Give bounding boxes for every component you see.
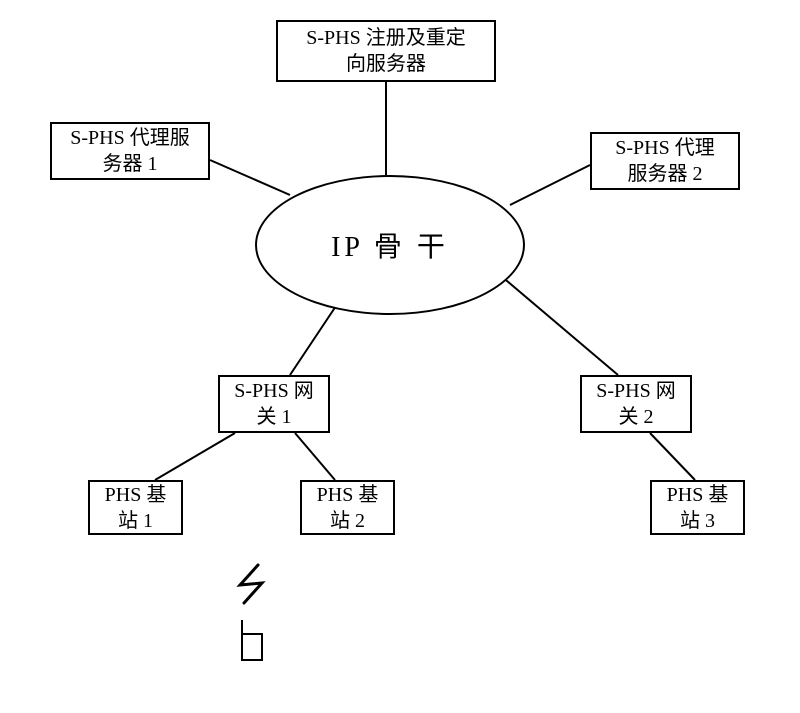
proxy-server-1-box: S-PHS 代理服 务器 1 bbox=[50, 122, 210, 180]
gateway2-line2: 关 2 bbox=[596, 404, 675, 430]
edges-layer bbox=[0, 0, 800, 713]
phone-icon bbox=[0, 0, 800, 713]
proxy2-line1: S-PHS 代理 bbox=[615, 135, 714, 161]
gateway2-line1: S-PHS 网 bbox=[596, 378, 675, 404]
bs2-line1: PHS 基 bbox=[317, 482, 379, 508]
reg-redirect-server-box: S-PHS 注册及重定 向服务器 bbox=[276, 20, 496, 82]
gateway1-line1: S-PHS 网 bbox=[234, 378, 313, 404]
ip-backbone-label: IP 骨 干 bbox=[331, 225, 449, 265]
bs3-line2: 站 3 bbox=[667, 508, 729, 534]
base-station-1-box: PHS 基 站 1 bbox=[88, 480, 183, 535]
base-station-2-box: PHS 基 站 2 bbox=[300, 480, 395, 535]
base-station-3-box: PHS 基 站 3 bbox=[650, 480, 745, 535]
bs1-line2: 站 1 bbox=[105, 508, 167, 534]
bs2-line2: 站 2 bbox=[317, 508, 379, 534]
proxy2-line2: 服务器 2 bbox=[615, 161, 714, 187]
proxy1-line1: S-PHS 代理服 bbox=[70, 125, 189, 151]
reg-server-line2: 向服务器 bbox=[306, 51, 465, 77]
gateway-1-box: S-PHS 网 关 1 bbox=[218, 375, 330, 433]
ip-backbone-ellipse: IP 骨 干 bbox=[255, 175, 525, 315]
proxy1-line2: 务器 1 bbox=[70, 151, 189, 177]
proxy-server-2-box: S-PHS 代理 服务器 2 bbox=[590, 132, 740, 190]
bs1-line1: PHS 基 bbox=[105, 482, 167, 508]
bs3-line1: PHS 基 bbox=[667, 482, 729, 508]
gateway-2-box: S-PHS 网 关 2 bbox=[580, 375, 692, 433]
reg-server-line1: S-PHS 注册及重定 bbox=[306, 25, 465, 51]
gateway1-line2: 关 1 bbox=[234, 404, 313, 430]
